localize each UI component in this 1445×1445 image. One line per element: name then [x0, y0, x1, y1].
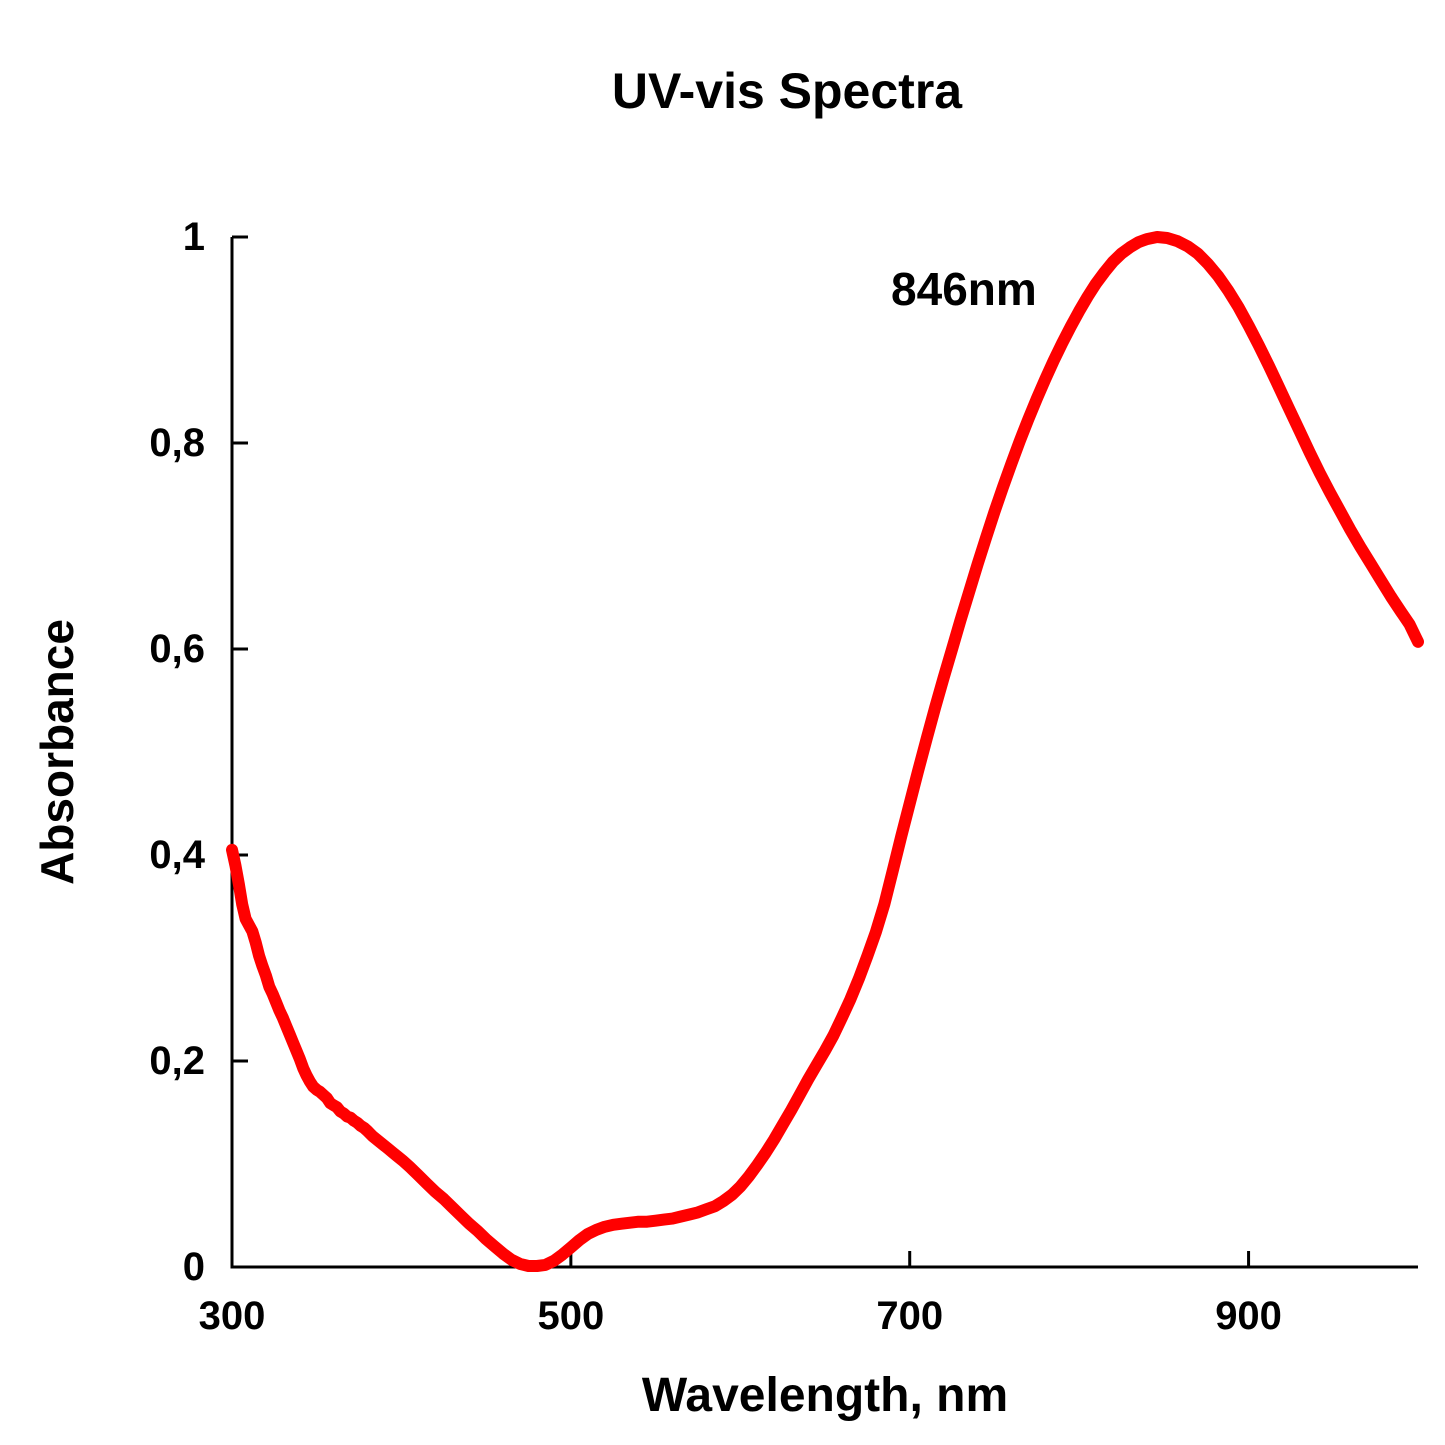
x-tick-label: 500 [537, 1294, 605, 1338]
x-tick-label: 900 [1215, 1294, 1282, 1338]
chart-title: UV-vis Spectra [611, 63, 963, 119]
y-tick-label: 0 [182, 1245, 205, 1289]
spectrum-curve [226, 231, 1424, 1272]
y-tick-label: 0,8 [149, 421, 205, 465]
x-axis-title: Wavelength, nm [641, 1369, 1009, 1422]
axis-spines [230, 237, 1418, 1269]
y-tick-label: 0,4 [149, 833, 205, 877]
x-tick-label: 300 [198, 1294, 266, 1338]
peak-wavelength-annotation: 846nm [891, 262, 1037, 315]
y-tick-label: 0,2 [149, 1039, 205, 1083]
y-tick-label: 0,6 [149, 627, 205, 671]
x-tick-label: 700 [876, 1294, 944, 1338]
y-tick-label: 1 [182, 215, 205, 259]
